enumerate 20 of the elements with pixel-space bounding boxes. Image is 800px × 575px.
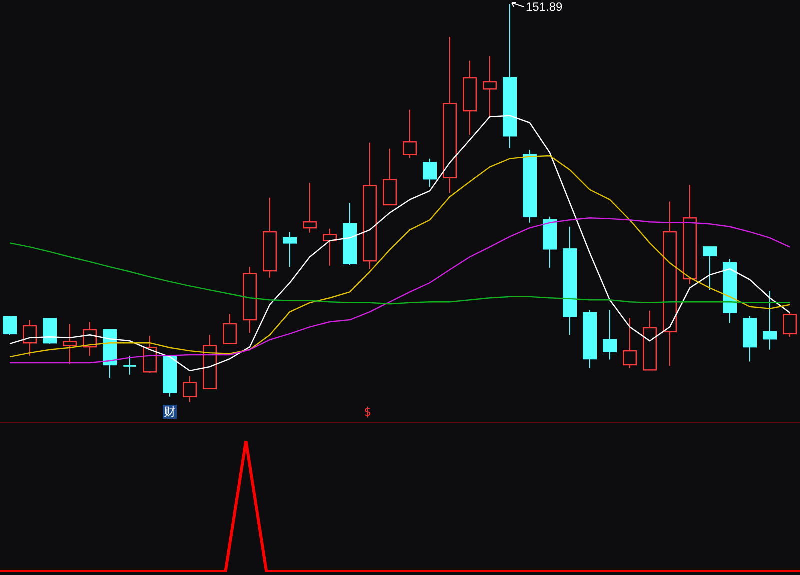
candlestick [783, 312, 797, 338]
candlestick [623, 318, 637, 369]
candlestick [283, 232, 297, 268]
candlestick [223, 314, 237, 344]
candlestick [183, 376, 197, 402]
candlestick [23, 320, 37, 356]
candlestick [63, 323, 77, 365]
candlestick [483, 56, 497, 118]
candlestick [323, 228, 337, 266]
text: 财 [163, 405, 177, 419]
candlestick [122, 355, 138, 376]
annotation: 151.89 [526, 0, 563, 14]
candlestick [763, 290, 777, 350]
candlestick [403, 109, 417, 159]
candlestick [603, 310, 617, 360]
candlestick [303, 182, 317, 234]
candlestick [423, 158, 437, 188]
candlestick [3, 316, 17, 336]
text: $ [363, 405, 373, 419]
candlestick [703, 246, 717, 291]
